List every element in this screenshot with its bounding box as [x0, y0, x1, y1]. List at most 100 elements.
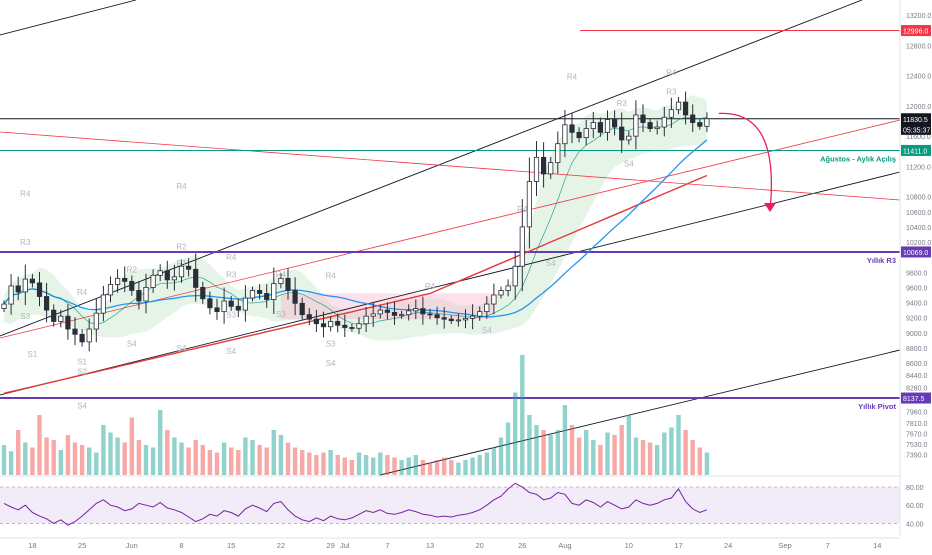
candle-body [72, 328, 78, 335]
time-tick-label: 8 [179, 541, 183, 550]
volume-bar [285, 442, 291, 475]
candle-body [590, 122, 596, 129]
volume-bar [591, 440, 596, 475]
volume-bar [16, 430, 21, 475]
candle-body [384, 309, 391, 313]
candle-body [420, 308, 426, 315]
volume-bar [669, 427, 674, 475]
candle-body [221, 300, 227, 313]
candle-body [562, 124, 568, 145]
volume-bar [172, 437, 177, 475]
price-tick-label: 12000.0 [906, 104, 931, 111]
candle-body [335, 321, 341, 326]
volume-bar [676, 415, 681, 475]
volume-bar [108, 432, 113, 475]
price-label-text: 05:35:37 [903, 127, 930, 134]
volume-bar [165, 430, 170, 475]
candle-body [704, 118, 710, 127]
price-label-text: 11830.5 [903, 117, 928, 124]
volume-bar [129, 417, 134, 475]
candle-body [406, 310, 412, 316]
pivot-label: R4 [77, 288, 88, 297]
volume-bar [307, 452, 312, 475]
price-tick-label: 8600.0 [906, 361, 928, 368]
time-tick-label: 13 [426, 541, 434, 550]
volume-bar [136, 440, 142, 475]
candle-body [441, 317, 447, 320]
pivot-label: S4 [226, 347, 236, 356]
volume-bar [8, 451, 14, 475]
price-tick-label: 11200.0 [906, 164, 931, 171]
ma-20-line [3, 116, 707, 325]
pivot-label: R3 [20, 238, 31, 247]
candle-body [249, 290, 256, 299]
candle-body [327, 321, 334, 328]
pivot-label: S4 [482, 326, 492, 335]
candle-body [271, 283, 277, 300]
volume-bar [420, 460, 426, 475]
pivot-label: R3 [666, 88, 677, 97]
pivot-label: S3 [20, 312, 30, 321]
candle-body [320, 323, 327, 328]
candle-body [690, 114, 696, 123]
candle-body [505, 285, 511, 291]
volume-bar [605, 432, 610, 475]
volume-bar [335, 455, 340, 475]
candle-body [136, 290, 142, 302]
volume-bar [548, 435, 553, 475]
volume-bar [200, 445, 205, 475]
pivot-label: R3 [226, 271, 237, 280]
volume-bar [101, 425, 106, 475]
time-tick-label: 17 [674, 541, 682, 550]
pivot-label: S1 [77, 358, 87, 367]
time-tick-label: 7 [826, 541, 830, 550]
rsi-pane: 80.00 60.00 40.00 [0, 475, 924, 528]
price-label-badge [901, 25, 931, 37]
price-label-text: 8137.5 [903, 396, 925, 403]
candle-body [15, 285, 21, 293]
rsi-tick-label: 60.00 [906, 503, 924, 510]
candle-body [107, 283, 114, 296]
candle-body [427, 313, 433, 316]
price-tick-label: 7960.0 [906, 409, 928, 416]
candle-body [36, 282, 43, 297]
volume-bar [534, 425, 539, 475]
candle-body [115, 277, 121, 285]
price-tick-label: 8440.0 [906, 373, 928, 380]
volume-bar [385, 455, 390, 475]
candle-body [306, 314, 312, 320]
candle-body [185, 265, 192, 270]
candle-body [491, 294, 497, 305]
price-tick-label: 7810.0 [906, 421, 928, 428]
pivot-label: S3 [276, 310, 286, 319]
volume-bar [186, 447, 191, 475]
volume-bar [647, 442, 653, 475]
candles-layer [1, 91, 710, 352]
level-annotation: Yıllık R3 [867, 256, 896, 265]
candle-body [455, 319, 462, 322]
volume-bar [321, 452, 326, 475]
price-tick-label: 11600.0 [906, 134, 931, 141]
price-tick-label: 9200.0 [906, 316, 928, 323]
volume-bar [505, 422, 511, 475]
volume-bar [378, 452, 383, 475]
candle-body [498, 290, 504, 296]
candle-body [207, 298, 213, 309]
volume-bar [562, 405, 568, 475]
volume-bar [704, 452, 710, 475]
time-tick-label: Jul [340, 541, 350, 550]
volume-bar [243, 437, 248, 475]
candle-body [171, 276, 177, 281]
candle-body [164, 270, 170, 281]
pivot-label: R4 [176, 182, 187, 191]
pivot-label: S4 [177, 344, 187, 353]
price-label-badge [901, 144, 931, 156]
volume-bar [363, 455, 369, 475]
price-tick-label: 9800.0 [906, 270, 928, 277]
candle-body [342, 324, 348, 328]
time-tick-label: 20 [476, 541, 484, 550]
volume-bar [442, 457, 447, 475]
volume-bar [470, 457, 475, 475]
